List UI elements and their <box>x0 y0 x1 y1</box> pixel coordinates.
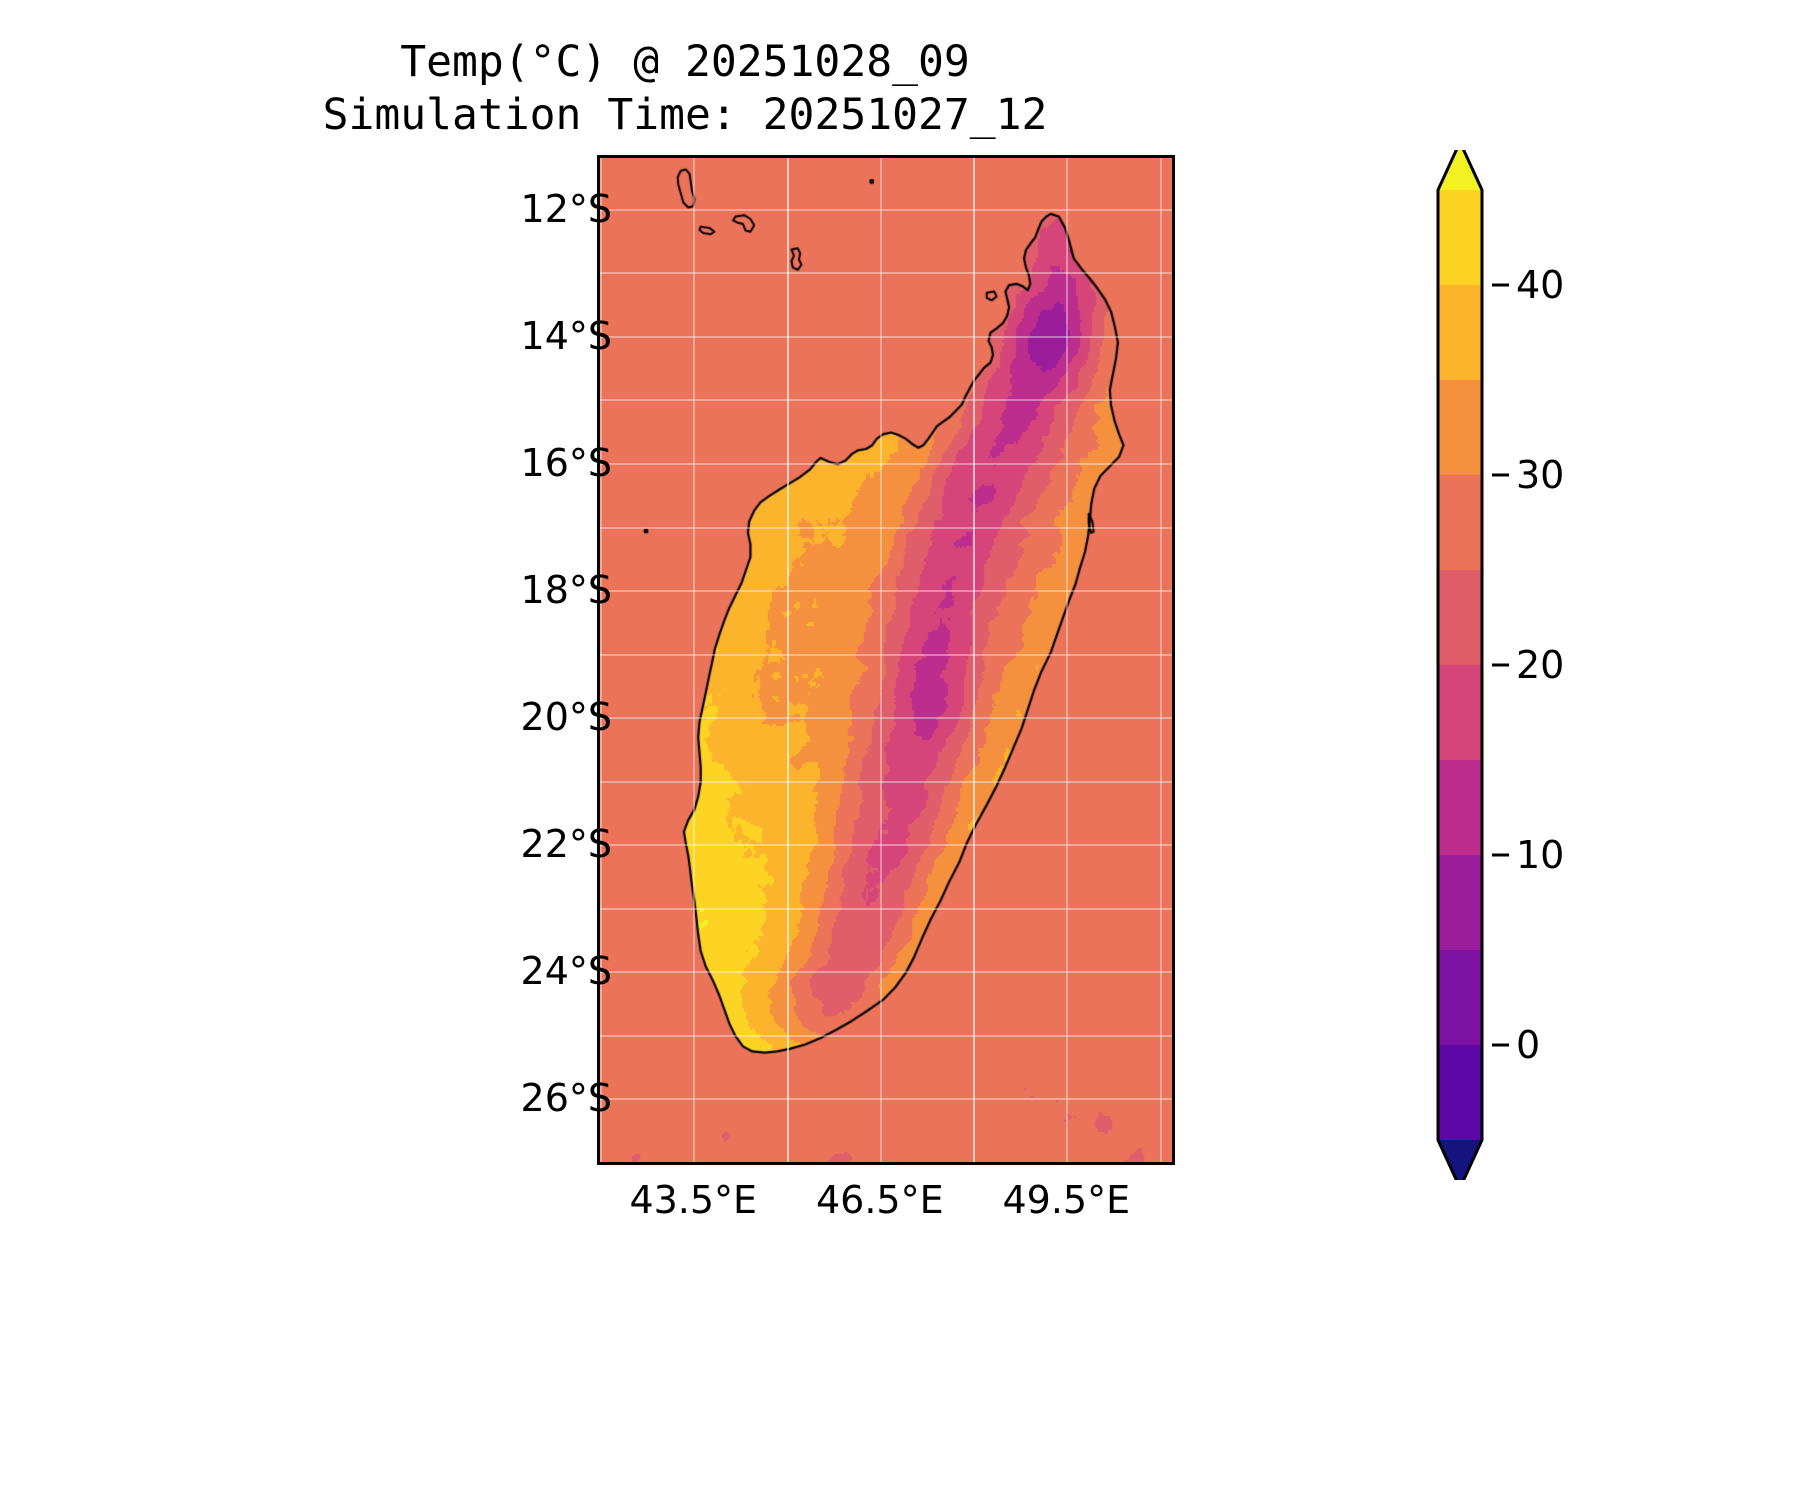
colorbar-band <box>1438 190 1482 285</box>
colorbar-tick-10: 10 <box>1516 833 1565 877</box>
colorbar-band <box>1438 665 1482 760</box>
title-line-1: Temp(°C) @ 20251028_09 <box>400 37 970 87</box>
colorbar-svg <box>1436 150 1484 1180</box>
y-tick-14S: 14°S <box>520 313 612 358</box>
x-tick-435E: 43.5°E <box>629 1178 758 1222</box>
y-tick-24S: 24°S <box>520 949 612 994</box>
colorbar-band <box>1438 380 1482 475</box>
colorbar-tick-mark <box>1492 1043 1509 1047</box>
title-line-2: Simulation Time: 20251027_12 <box>322 90 1048 140</box>
x-tick-495E: 49.5°E <box>1002 1178 1131 1222</box>
colorbar-tick-20: 20 <box>1516 643 1565 687</box>
colorbar-band <box>1438 1045 1482 1140</box>
colorbar-band <box>1438 285 1482 380</box>
y-tick-12S: 12°S <box>520 186 612 231</box>
map-axes[interactable] <box>597 155 1175 1165</box>
colorbar-band <box>1438 950 1482 1045</box>
y-tick-26S: 26°S <box>520 1076 612 1121</box>
colorbar-tick-mark <box>1492 853 1509 857</box>
colorbar-band <box>1438 570 1482 665</box>
colorbar-band <box>1438 760 1482 855</box>
colorbar-tick-mark <box>1492 663 1509 667</box>
y-tick-22S: 22°S <box>520 822 612 867</box>
colorbar-band <box>1438 855 1482 950</box>
colorbar-tick-mark <box>1492 473 1509 477</box>
chart-title: Temp(°C) @ 20251028_09 Simulation Time: … <box>0 36 1370 142</box>
colorbar-over-arrow <box>1438 150 1482 190</box>
colorbar-outline <box>1436 150 1484 1180</box>
colorbar[interactable] <box>1432 150 1492 1180</box>
x-tick-465E: 46.5°E <box>815 1178 944 1222</box>
y-tick-16S: 16°S <box>520 441 612 485</box>
y-tick-20S: 20°S <box>520 695 612 740</box>
temperature-contour-map <box>600 158 1172 1162</box>
colorbar-band <box>1438 475 1482 570</box>
colorbar-tick-0: 0 <box>1516 1023 1541 1067</box>
colorbar-tick-mark <box>1492 283 1509 287</box>
y-tick-18S: 18°S <box>520 568 612 613</box>
colorbar-tick-30: 30 <box>1516 453 1565 497</box>
colorbar-tick-40: 40 <box>1516 263 1565 307</box>
colorbar-under-arrow <box>1438 1140 1482 1180</box>
